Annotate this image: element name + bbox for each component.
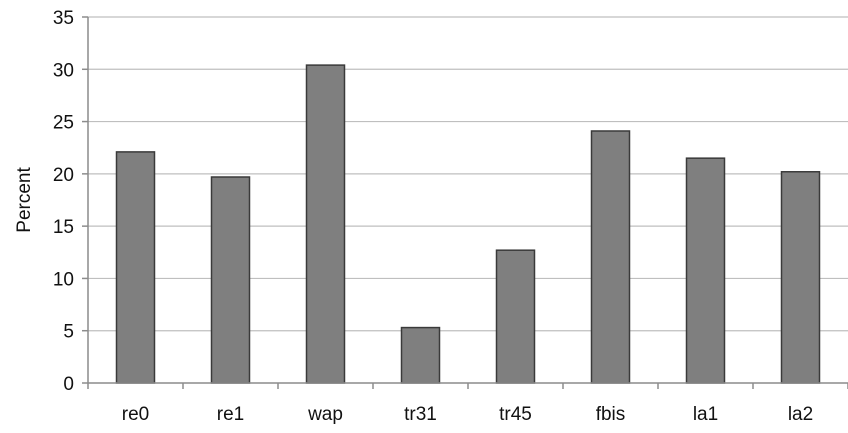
bar-fbis — [590, 130, 631, 384]
x-tick-label: fbis — [596, 404, 626, 425]
x-tick-labels: re0 re1 wap tr31 tr45 fbis la1 la2 — [87, 383, 848, 425]
bar-tr31 — [400, 326, 441, 384]
x-tick-label: wap — [307, 404, 343, 425]
y-tick-label: 35 — [53, 8, 74, 29]
y-tick-label: 15 — [53, 217, 74, 238]
x-tick-label: re0 — [122, 404, 149, 425]
bar-re0 — [115, 151, 156, 384]
y-axis-title: Percent — [14, 167, 35, 233]
y-tick-labels: 0 5 10 15 20 25 30 35 — [53, 8, 88, 395]
x-tick-label: tr31 — [404, 404, 437, 425]
axes — [87, 17, 848, 384]
bar-wap — [305, 64, 346, 384]
y-tick-label: 0 — [63, 374, 74, 395]
bar-la1 — [685, 157, 726, 384]
bar-tr45 — [495, 249, 536, 384]
y-tick-label: 25 — [53, 113, 74, 134]
y-tick-label: 10 — [53, 269, 74, 290]
bar-la2 — [780, 171, 821, 384]
y-tick-label: 20 — [53, 165, 74, 186]
x-tick-label: re1 — [217, 404, 244, 425]
bar-re1 — [210, 176, 251, 384]
x-tick-label: la2 — [788, 404, 813, 425]
gridlines — [88, 16, 848, 332]
y-tick-label: 5 — [63, 322, 74, 343]
x-tick-label: la1 — [693, 404, 718, 425]
bars — [115, 64, 821, 384]
x-tick-label: tr45 — [499, 404, 532, 425]
y-tick-label: 30 — [53, 60, 74, 81]
